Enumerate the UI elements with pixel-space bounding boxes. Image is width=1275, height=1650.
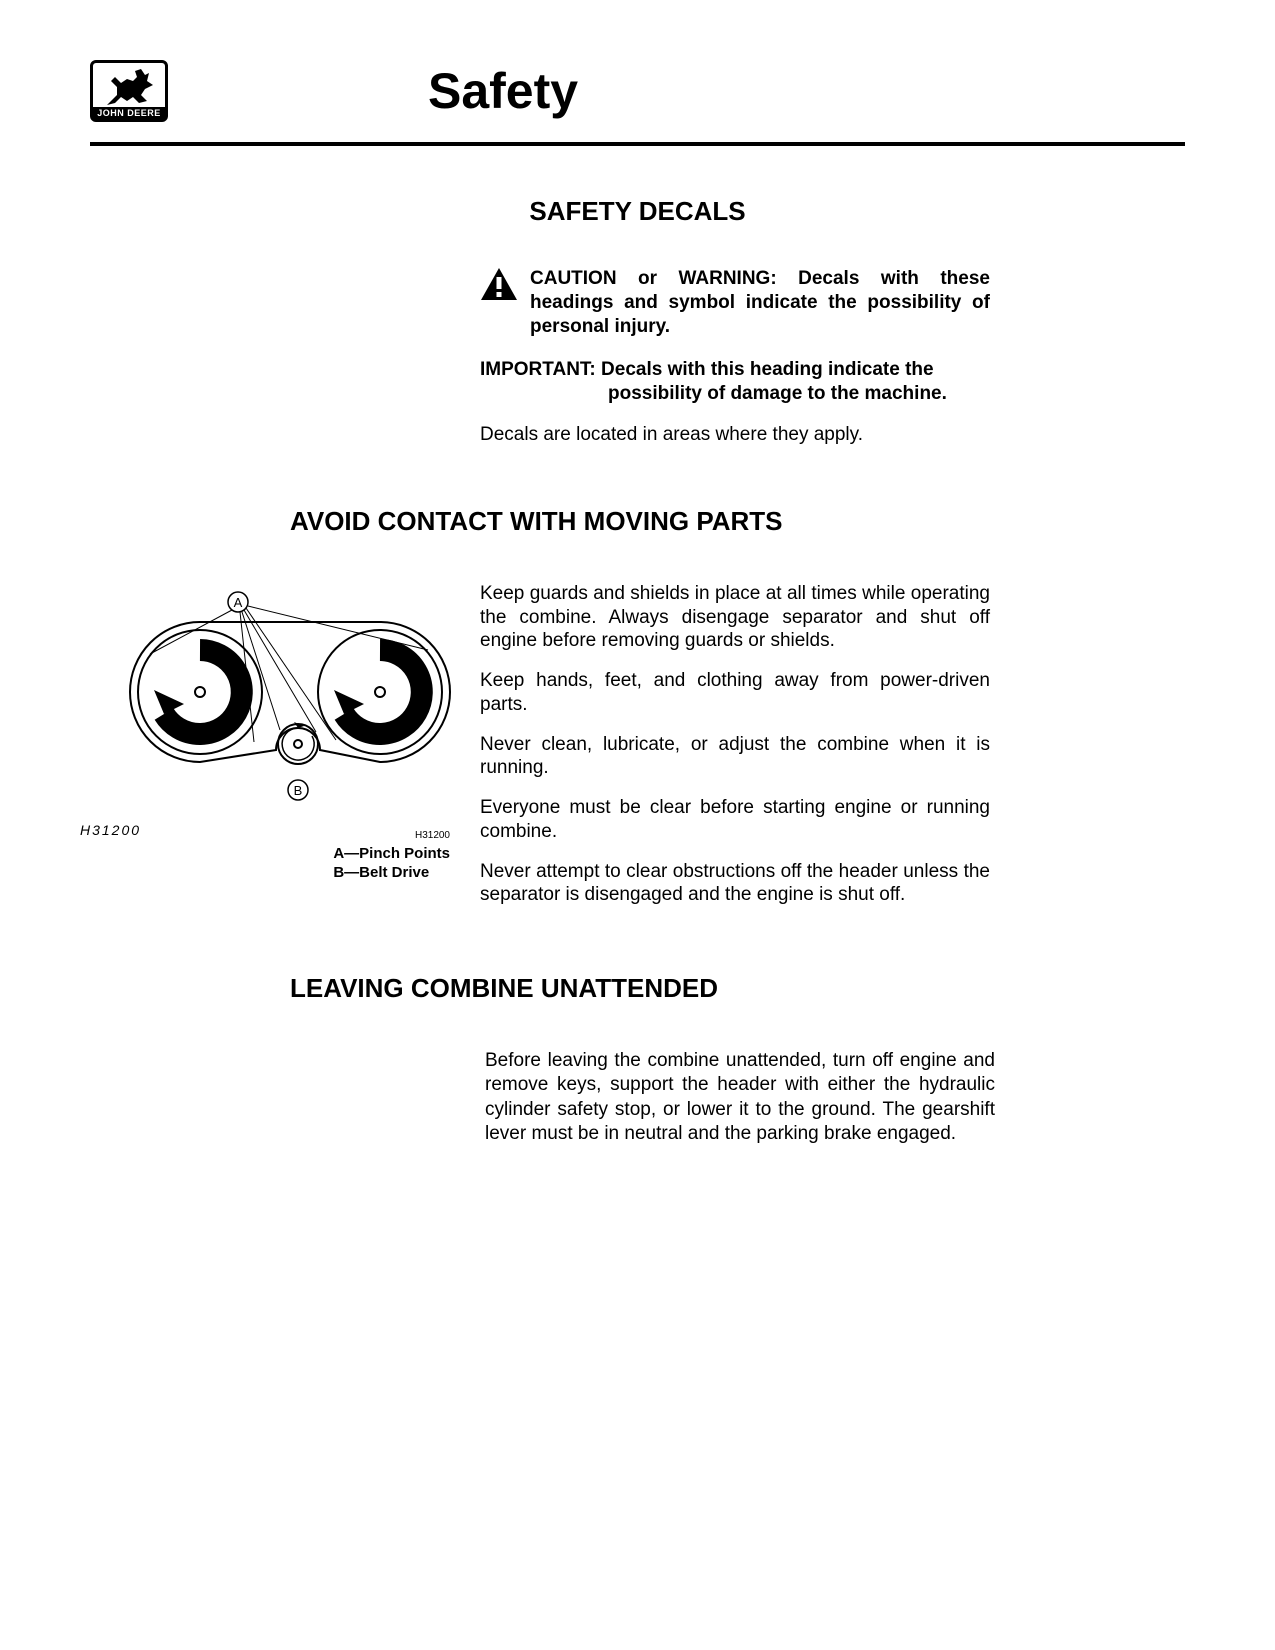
moving-p5: Never attempt to clear obstructions off … xyxy=(480,860,990,908)
moving-p2: Keep hands, feet, and clothing away from… xyxy=(480,669,990,717)
decals-located: Decals are located in areas where they a… xyxy=(480,424,990,446)
important-row: IMPORTANT: Decals with this heading indi… xyxy=(480,358,990,406)
brand-logo: JOHN DEERE xyxy=(90,60,168,122)
moving-p3: Never clean, lubricate, or adjust the co… xyxy=(480,733,990,781)
page-title: Safety xyxy=(428,62,578,120)
diagram-column: A B H31200 H31200 A—Pinch Points B—Belt … xyxy=(90,582,480,923)
warning-triangle-icon xyxy=(480,267,518,301)
moving-p4: Everyone must be clear before starting e… xyxy=(480,796,990,844)
important-body-2: possibility of damage to the machine. xyxy=(480,382,990,406)
caution-row: CAUTION or WARNING: Decals with these he… xyxy=(480,267,990,338)
important-body-1: Decals with this heading indicate the xyxy=(601,359,934,380)
moving-parts-text: Keep guards and shields in place at all … xyxy=(480,582,990,923)
diagram-small-code: H31200 xyxy=(415,830,450,841)
important-label: IMPORTANT: xyxy=(480,359,596,380)
leaving-body: Before leaving the combine unattended, t… xyxy=(485,1049,995,1146)
deer-icon xyxy=(99,67,163,109)
header-rule xyxy=(90,142,1185,146)
section-title-leaving: LEAVING COMBINE UNATTENDED xyxy=(290,973,1185,1004)
page-header: JOHN DEERE Safety xyxy=(90,60,1185,122)
diagram-code: H31200 xyxy=(80,822,141,838)
decals-block: CAUTION or WARNING: Decals with these he… xyxy=(480,267,990,446)
section-title-moving: AVOID CONTACT WITH MOVING PARTS xyxy=(290,506,1185,537)
moving-p1: Keep guards and shields in place at all … xyxy=(480,582,990,653)
diagram-label-b: B xyxy=(294,783,303,798)
legend-b: B—Belt Drive xyxy=(333,863,450,883)
legend-a: A—Pinch Points xyxy=(333,844,450,864)
diagram-label-a: A xyxy=(234,595,243,610)
caution-text: CAUTION or WARNING: Decals with these he… xyxy=(530,267,990,338)
diagram-legend: A—Pinch Points B—Belt Drive xyxy=(333,844,450,883)
moving-parts-section: A B H31200 H31200 A—Pinch Points B—Belt … xyxy=(90,582,1185,923)
belt-drive-diagram: A B xyxy=(90,582,460,802)
section-title-decals: SAFETY DECALS xyxy=(90,196,1185,227)
